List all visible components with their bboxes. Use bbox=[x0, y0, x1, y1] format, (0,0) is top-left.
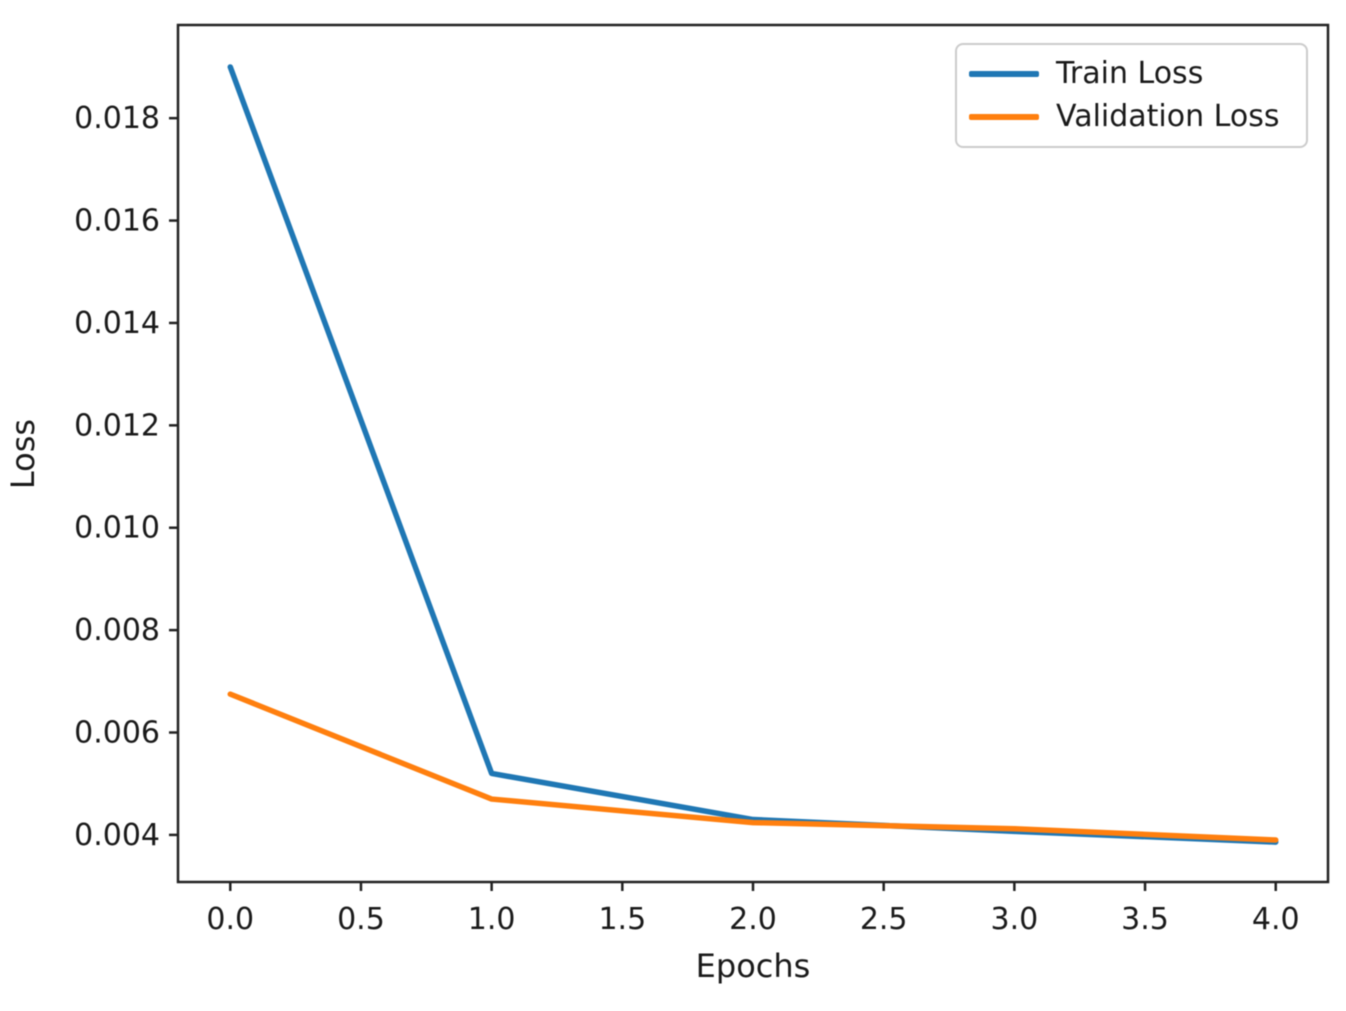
x-tick-label: 1.0 bbox=[468, 902, 516, 937]
legend-label-validation-loss: Validation Loss bbox=[1056, 99, 1280, 135]
y-tick-label: 0.012 bbox=[74, 408, 160, 443]
x-tick-label: 4.0 bbox=[1252, 902, 1300, 937]
y-axis-label: Loss bbox=[4, 419, 42, 489]
y-tick-label: 0.016 bbox=[74, 204, 160, 239]
x-tick-label: 3.5 bbox=[1121, 902, 1169, 937]
legend-item-validation-loss: Validation Loss bbox=[957, 102, 1306, 132]
y-tick-label: 0.010 bbox=[74, 511, 160, 546]
y-tick-label: 0.014 bbox=[74, 306, 160, 341]
x-tick-label: 1.5 bbox=[598, 902, 646, 937]
y-tick-label: 0.008 bbox=[74, 613, 160, 648]
y-tick-label: 0.006 bbox=[74, 716, 160, 751]
train-loss-line-swatch bbox=[969, 70, 1039, 77]
x-tick-label: 2.5 bbox=[860, 902, 908, 937]
y-tick-label: 0.018 bbox=[74, 101, 160, 136]
x-tick-label: 3.0 bbox=[991, 902, 1039, 937]
legend-label-train-loss: Train Loss bbox=[1056, 55, 1204, 91]
x-axis-label: Epochs bbox=[696, 947, 811, 985]
x-tick-label: 0.0 bbox=[206, 902, 254, 937]
plot-border bbox=[176, 23, 1330, 884]
x-tick-label: 0.5 bbox=[337, 902, 385, 937]
validation-loss-line-swatch bbox=[969, 114, 1039, 121]
x-tick-label: 2.0 bbox=[729, 902, 777, 937]
plot-area: 0.0 0.5 1.0 1.5 2.0 2.5 3.0 3.5 4.0 0.004 0.006 0.0… bbox=[74, 23, 1330, 937]
series-line-0 bbox=[227, 64, 1279, 845]
y-tick-label: 0.004 bbox=[74, 818, 160, 853]
series-line-1 bbox=[227, 691, 1279, 843]
chart-legend: Train Loss Validation Loss bbox=[955, 43, 1308, 148]
legend-item-train-loss: Train Loss bbox=[957, 55, 1306, 91]
